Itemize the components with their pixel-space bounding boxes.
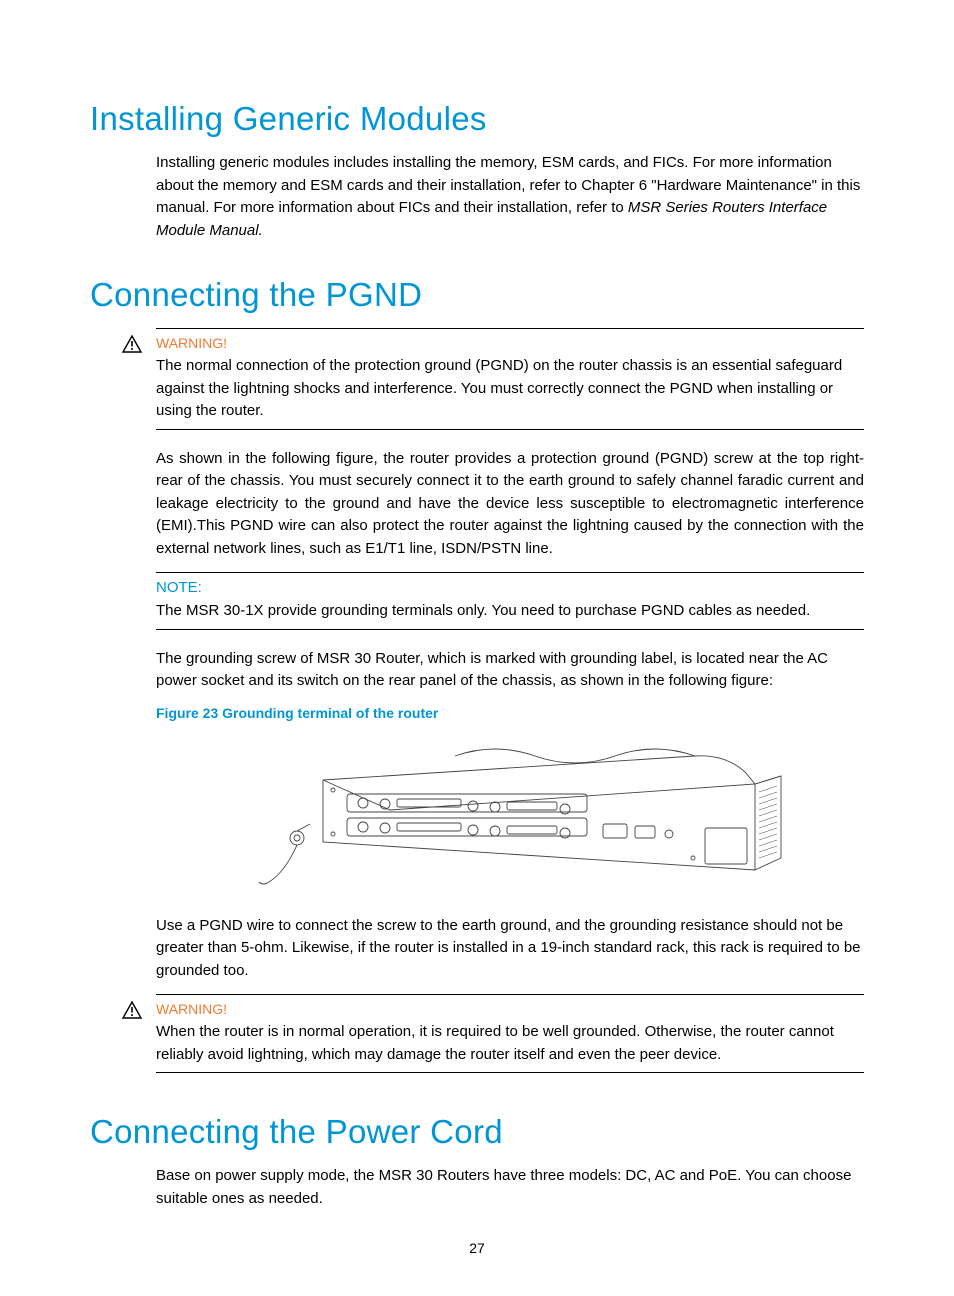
pgnd-para2: The grounding screw of MSR 30 Router, wh… xyxy=(156,648,864,693)
pgnd-para3: Use a PGND wire to connect the screw to … xyxy=(156,915,864,983)
warning-label-2: WARNING! xyxy=(156,1001,864,1017)
page-number: 27 xyxy=(90,1240,864,1256)
note-callout: NOTE: The MSR 30-1X provide grounding te… xyxy=(156,572,864,630)
heading-pgnd: Connecting the PGND xyxy=(90,276,864,314)
heading-power: Connecting the Power Cord xyxy=(90,1113,864,1151)
warning-body-2: When the router is in normal operation, … xyxy=(156,1021,864,1066)
warning-icon xyxy=(122,335,142,358)
pgnd-para1: As shown in the following figure, the ro… xyxy=(156,448,864,561)
heading-installing: Installing Generic Modules xyxy=(90,100,864,138)
warning-body-1: The normal connection of the protection … xyxy=(156,355,864,423)
warning-callout-1: WARNING! The normal connection of the pr… xyxy=(156,328,864,430)
warning-callout-2: WARNING! When the router is in normal op… xyxy=(156,994,864,1073)
figure-router-diagram xyxy=(156,727,864,897)
power-body: Base on power supply mode, the MSR 30 Ro… xyxy=(156,1165,864,1210)
router-line-art xyxy=(225,732,795,892)
warning-icon xyxy=(122,1001,142,1024)
note-body: The MSR 30-1X provide grounding terminal… xyxy=(156,600,864,623)
warning-label-1: WARNING! xyxy=(156,335,864,351)
note-label: NOTE: xyxy=(156,579,864,596)
figure-caption: Figure 23 Grounding terminal of the rout… xyxy=(156,705,864,721)
installing-body: Installing generic modules includes inst… xyxy=(156,152,864,242)
